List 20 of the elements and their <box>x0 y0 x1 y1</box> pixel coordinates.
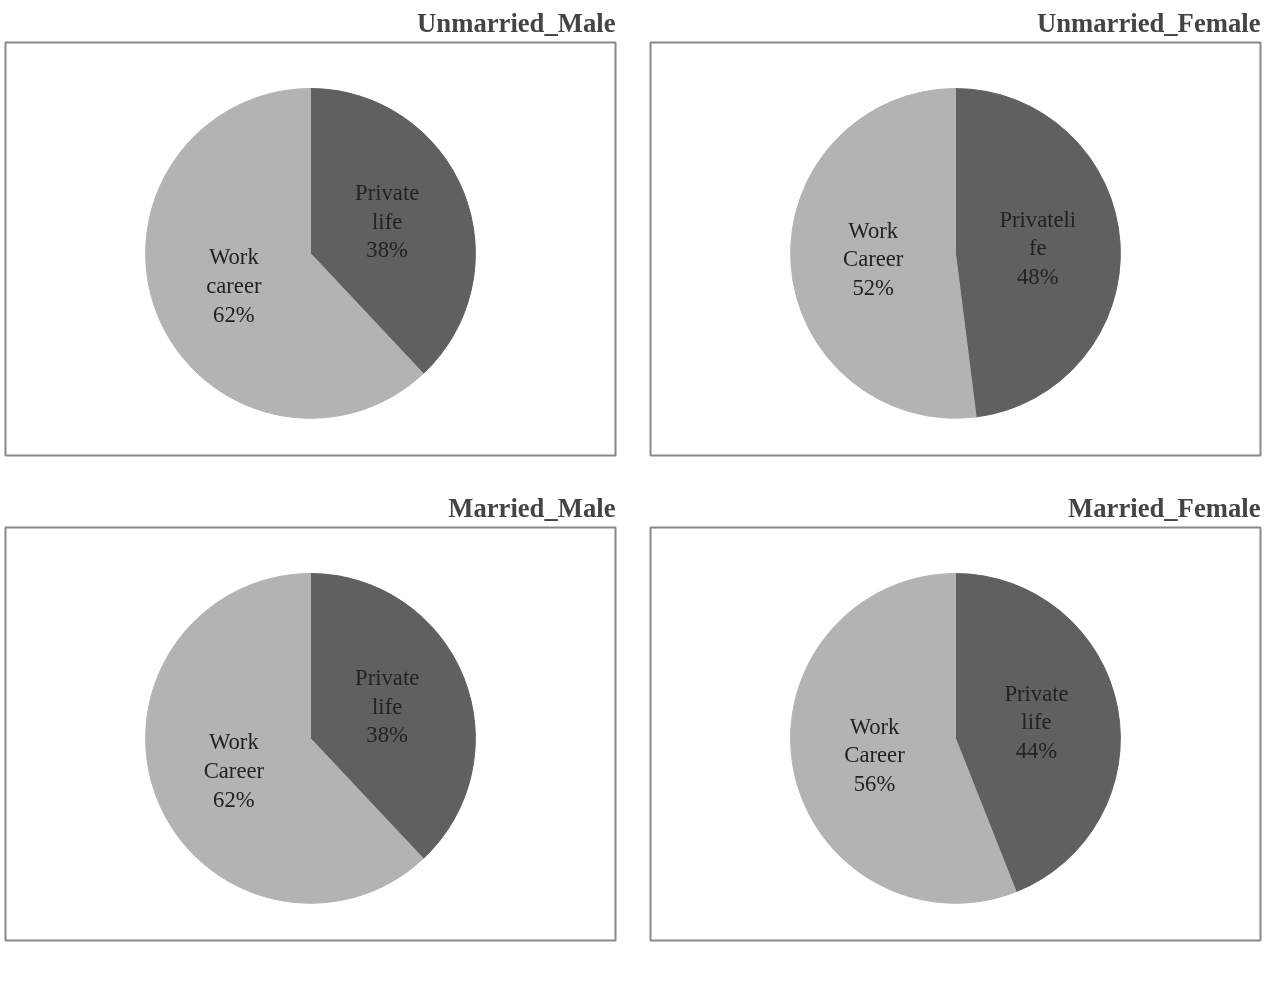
data-label: 56% <box>853 771 896 797</box>
text: Married_Male <box>448 492 616 523</box>
data-label: 38% <box>366 722 409 748</box>
slice-label: Privateli fe <box>999 206 1077 261</box>
chart-title: Married_Female <box>1068 492 1261 523</box>
slice-label: Private life <box>1004 680 1069 735</box>
slice-label: Private life <box>355 664 420 719</box>
chart-title: Unmarried_Male <box>417 7 616 38</box>
slice-label: Private life <box>355 179 420 234</box>
data-label: 62% <box>213 301 255 327</box>
slice-label: Work Career <box>203 729 265 784</box>
data-label: 52% <box>852 275 895 301</box>
data-label: 44% <box>1015 738 1058 764</box>
data-label: 62% <box>213 786 255 812</box>
data-label: 38% <box>366 237 409 263</box>
slice-label: Work Career <box>843 217 904 272</box>
slice-label: Work career <box>206 244 262 299</box>
chart-title: Unmarried_Female <box>1036 7 1261 38</box>
data-label: 48% <box>1017 264 1059 290</box>
slice-label: Work Career <box>844 713 906 768</box>
